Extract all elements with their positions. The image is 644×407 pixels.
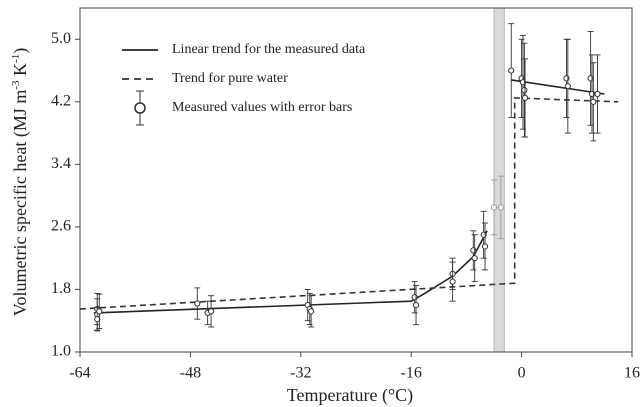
legend-label: Measured values with error bars [172,100,352,115]
dashed-line [79,97,619,310]
data-point [508,67,515,74]
x-tick-label: 16 [624,365,640,382]
x-tick-label: -64 [69,365,90,382]
data-point [521,86,528,94]
data-point [564,83,571,90]
data-point [490,204,498,211]
x-axis-title: Temperature (°C) [287,385,413,406]
y-tick-label: 1.0 [51,343,71,360]
y-tick-label: 1.8 [51,280,71,297]
plot-frame [79,7,633,353]
y-axis-title-part: -1 [10,54,22,63]
data-point [94,316,101,323]
data-point [449,278,456,285]
y-tick-label: 3.4 [51,155,71,172]
data-point [412,301,420,309]
data-point [590,98,597,105]
y-axis-title-part: Volumetric specific heat (MJ m [10,90,31,317]
data-point [497,204,504,211]
legend-label: Trend for pure water [172,71,288,86]
data-point [96,308,103,315]
data-point [481,243,489,250]
y-tick-label: 4.2 [51,92,71,109]
x-tick-label: -16 [401,365,422,382]
data-point [521,94,529,102]
y-tick-label: 5.0 [51,30,71,47]
x-tick-label: -32 [290,365,311,382]
legend-marker [134,102,146,114]
y-axis-title-part: ) [10,48,31,54]
x-tick-label: 0 [518,365,526,382]
y-axis-title-part: -3 [10,80,22,90]
legend-label: Linear trend for the measured data [172,42,366,57]
data-point [471,255,478,262]
y-axis-title-part: K [10,63,30,81]
y-tick-label: 2.6 [51,218,71,235]
y-axis-title: Volumetric specific heat (MJ m-3 K-1) [10,48,32,316]
data-point [308,308,315,315]
data-point [194,300,201,307]
data-point [594,90,601,98]
x-tick-label: -48 [180,365,201,382]
data-point [208,308,215,315]
